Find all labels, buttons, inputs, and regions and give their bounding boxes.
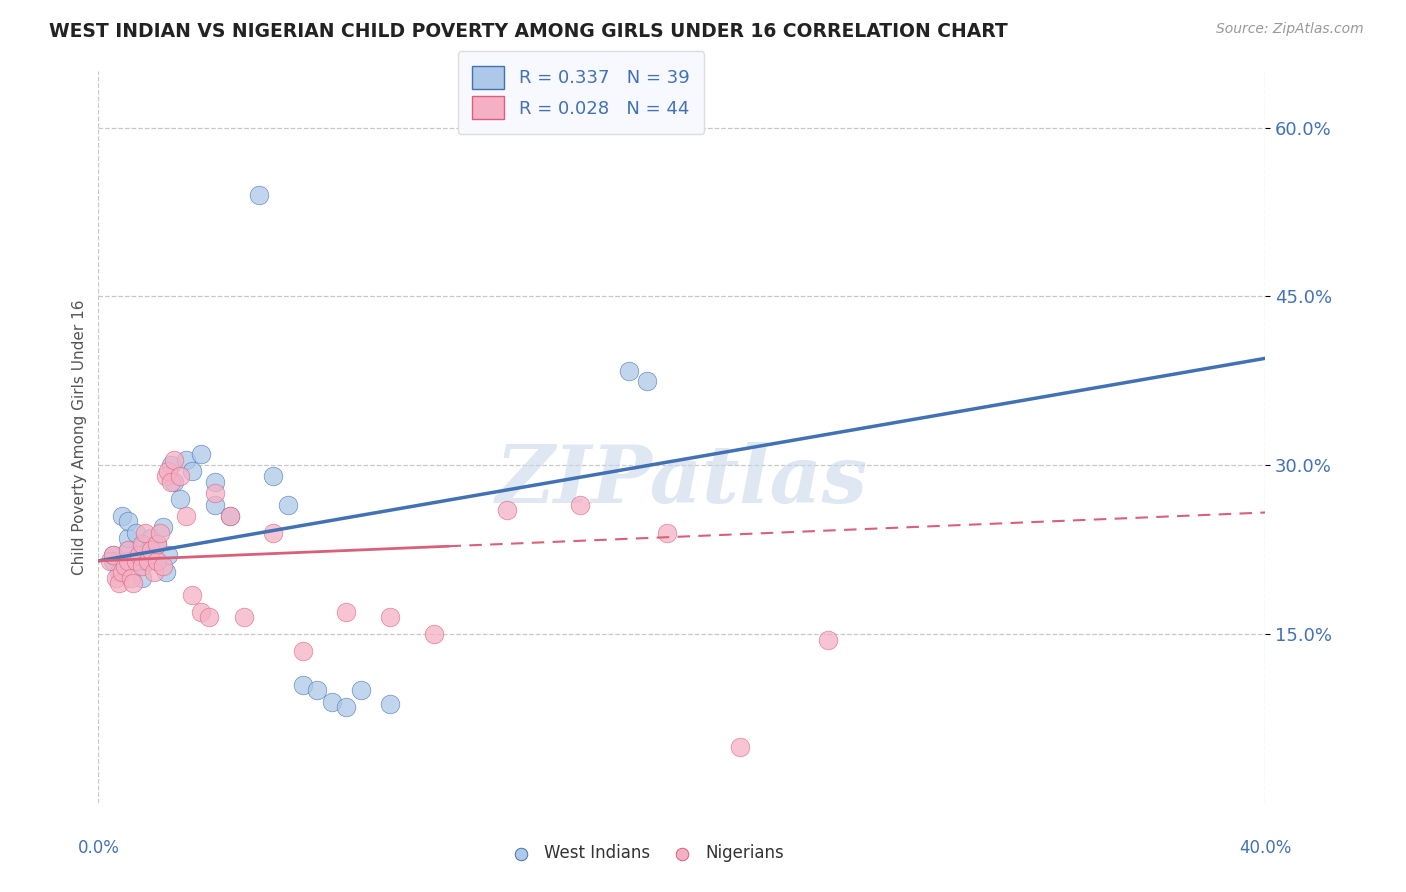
Point [149, 525, 172, 540]
Point [291, 644, 314, 658]
Point [152, 520, 174, 534]
Point [108, 576, 131, 591]
Point [335, 700, 357, 714]
Point [111, 508, 134, 523]
Point [180, 464, 202, 478]
Point [657, 525, 679, 540]
Point [730, 739, 752, 754]
Point [262, 525, 284, 540]
Point [98, 554, 121, 568]
Point [139, 542, 162, 557]
Point [157, 464, 180, 478]
Point [114, 559, 136, 574]
Point [146, 554, 169, 568]
Point [122, 576, 145, 591]
Text: 0.0%: 0.0% [77, 838, 120, 857]
Point [117, 542, 139, 557]
Point [160, 458, 183, 473]
Point [321, 694, 343, 708]
Point [125, 525, 148, 540]
Point [134, 525, 156, 540]
Point [218, 508, 240, 523]
Point [169, 469, 191, 483]
Point [142, 565, 165, 579]
Point [619, 364, 641, 378]
Point [117, 515, 139, 529]
Point [335, 605, 357, 619]
Point [120, 571, 142, 585]
Point [204, 498, 226, 512]
Point [128, 548, 150, 562]
Point [101, 554, 124, 568]
Text: Source: ZipAtlas.com: Source: ZipAtlas.com [1216, 22, 1364, 37]
Point [277, 498, 299, 512]
Point [174, 452, 197, 467]
Point [117, 532, 139, 546]
Point [380, 610, 402, 624]
Legend: R = 0.337   N = 39, R = 0.028   N = 44: R = 0.337 N = 39, R = 0.028 N = 44 [457, 51, 704, 134]
Text: West Indians: West Indians [544, 844, 651, 862]
Point [423, 627, 446, 641]
Point [496, 503, 519, 517]
Point [101, 548, 124, 562]
Text: ZIPatlas: ZIPatlas [496, 442, 868, 520]
Point [155, 565, 177, 579]
Point [146, 537, 169, 551]
Point [233, 610, 256, 624]
Point [218, 508, 240, 523]
Point [155, 469, 177, 483]
Point [262, 469, 284, 483]
Point [108, 565, 131, 579]
Point [125, 554, 148, 568]
Point [131, 537, 153, 551]
Point [139, 532, 162, 546]
Point [190, 605, 212, 619]
Text: 40.0%: 40.0% [1239, 838, 1292, 857]
Point [146, 537, 169, 551]
Point [131, 539, 153, 553]
Point [174, 508, 197, 523]
Point [117, 554, 139, 568]
Point [568, 498, 591, 512]
Point [136, 554, 159, 568]
Point [134, 554, 156, 568]
Point [117, 542, 139, 557]
Point [190, 447, 212, 461]
Point [204, 486, 226, 500]
Point [111, 565, 134, 579]
Point [380, 697, 402, 711]
Text: Nigerians: Nigerians [706, 844, 785, 862]
Point [204, 475, 226, 489]
Text: WEST INDIAN VS NIGERIAN CHILD POVERTY AMONG GIRLS UNDER 16 CORRELATION CHART: WEST INDIAN VS NIGERIAN CHILD POVERTY AM… [49, 22, 1008, 41]
Point [636, 374, 658, 388]
Point [131, 559, 153, 574]
Point [180, 588, 202, 602]
Point [136, 542, 159, 557]
Point [169, 491, 191, 506]
Point [307, 683, 329, 698]
Point [160, 475, 183, 489]
Point [131, 571, 153, 585]
Point [101, 548, 124, 562]
Point [291, 678, 314, 692]
Point [817, 632, 839, 647]
Point [198, 610, 221, 624]
Point [122, 554, 145, 568]
Point [163, 452, 186, 467]
Y-axis label: Child Poverty Among Girls Under 16: Child Poverty Among Girls Under 16 [72, 300, 87, 574]
Point [152, 559, 174, 574]
Point [146, 554, 169, 568]
Point [350, 683, 373, 698]
Point [247, 188, 270, 202]
Point [157, 548, 180, 562]
Point [163, 475, 186, 489]
Point [104, 571, 127, 585]
